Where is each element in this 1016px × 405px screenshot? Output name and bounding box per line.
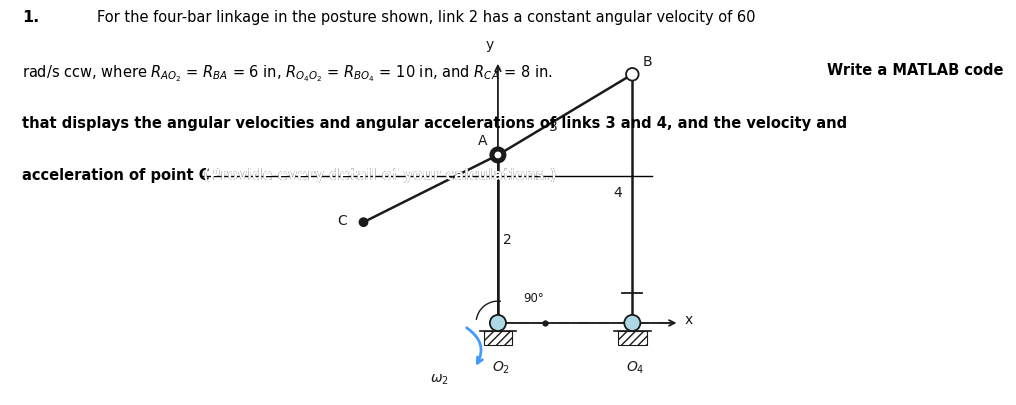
Circle shape — [491, 148, 506, 163]
Text: (Provide every detail of your calculations.): (Provide every detail of your calculatio… — [203, 168, 557, 183]
Text: y: y — [486, 38, 494, 52]
Text: 4: 4 — [613, 185, 622, 199]
Text: A: A — [479, 134, 488, 147]
Text: x: x — [685, 312, 693, 326]
Circle shape — [490, 315, 506, 331]
Text: rad/s ccw, where $R_{AO_2}$ = $R_{BA}$ = 6 in, $R_{O_4O_2}$ = $R_{BO_4}$ = 10 in: rad/s ccw, where $R_{AO_2}$ = $R_{BA}$ =… — [22, 63, 559, 83]
Text: $O_2$: $O_2$ — [492, 359, 510, 375]
Text: acceleration of point C.: acceleration of point C. — [22, 168, 220, 183]
Circle shape — [624, 315, 640, 331]
Circle shape — [360, 218, 368, 227]
Text: that displays the angular velocities and angular accelerations of links 3 and 4,: that displays the angular velocities and… — [22, 115, 847, 130]
Text: B: B — [643, 55, 652, 69]
Text: For the four-bar linkage in the posture shown, link 2 has a constant angular vel: For the four-bar linkage in the posture … — [97, 10, 755, 25]
Text: (Provide every detail of your calculations.): (Provide every detail of your calculatio… — [203, 168, 557, 183]
Text: 90°: 90° — [523, 292, 544, 305]
Text: 3: 3 — [549, 120, 558, 134]
Bar — [618, 331, 646, 345]
Text: 2: 2 — [503, 232, 512, 246]
Bar — [484, 331, 512, 345]
Text: $\omega_2$: $\omega_2$ — [430, 371, 448, 386]
Circle shape — [495, 152, 501, 159]
Text: $O_4$: $O_4$ — [626, 359, 644, 375]
Text: 1.: 1. — [22, 10, 40, 25]
Text: Write a MATLAB code: Write a MATLAB code — [827, 63, 1004, 78]
Text: C: C — [336, 214, 346, 228]
Circle shape — [626, 69, 639, 81]
